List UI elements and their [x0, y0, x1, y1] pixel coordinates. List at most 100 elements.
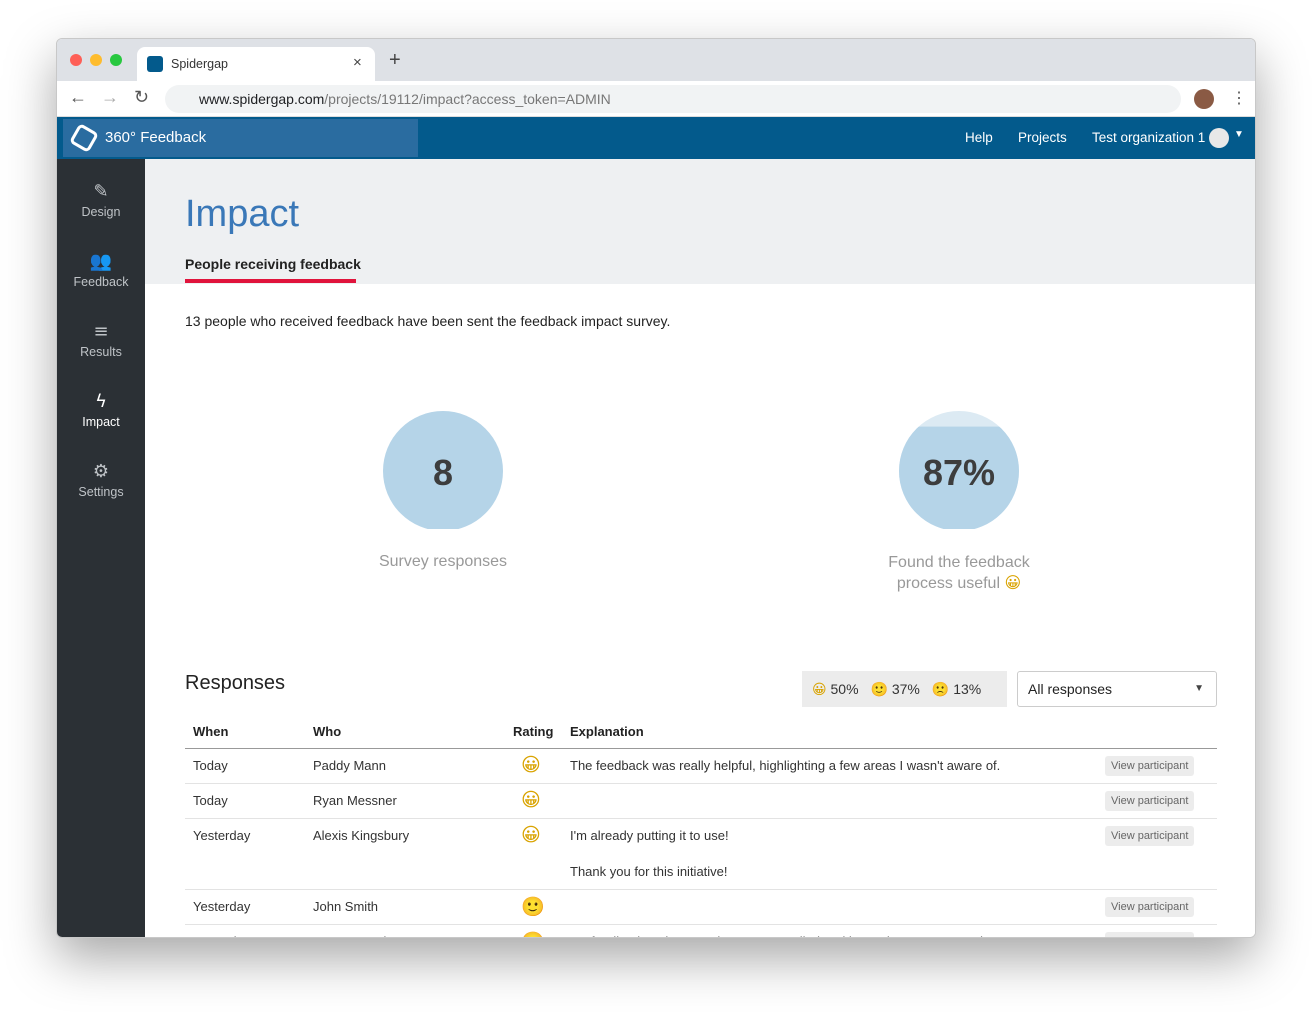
sidebar-icon: ⚙ — [92, 461, 110, 482]
cell-who: John Smith — [313, 899, 379, 914]
cell-explanation: I'm already putting it to use! — [570, 828, 729, 843]
cell-explanation: Thank you for this initiative! — [570, 864, 728, 879]
cell-when: Yesterday — [193, 899, 251, 914]
sidebar-label: Results — [80, 345, 122, 359]
summary-emoji: 😀 — [812, 682, 827, 698]
brand-name: 360° Feedback — [105, 129, 207, 146]
cell-when: Yesterday — [193, 828, 251, 843]
back[interactable]: ← — [69, 87, 87, 107]
menu[interactable]: ⋮ — [1231, 90, 1247, 107]
nav-link[interactable]: Help — [965, 130, 993, 145]
brand[interactable]: 360° Feedback — [63, 119, 418, 157]
cell-rating: 😀 — [521, 789, 541, 811]
view-participant-button[interactable]: View participant — [1105, 791, 1195, 811]
sidebar-label: Design — [81, 205, 121, 219]
page-title: Impact — [185, 193, 300, 235]
cell-who: Paddy Mann — [313, 758, 386, 773]
forward[interactable]: → — [101, 87, 119, 107]
max-dot[interactable] — [110, 54, 122, 66]
table-row: Yesterday Alexis Kingsbury 😀 I'm already pu… — [185, 819, 1217, 890]
sidebar-icon: ✎ — [93, 181, 109, 202]
table-row: Today Paddy Mann 😀 The feedback was really … — [185, 749, 1217, 784]
view-participant-button[interactable]: View participant — [1105, 932, 1195, 937]
nav-link[interactable]: Test organization 1 — [1092, 130, 1206, 145]
table-row: Yesterday John Smith 🙂 View participant — [185, 890, 1217, 925]
summary-item: 😀 50% — [812, 681, 859, 698]
cell-explanation: The feedback was really helpful, highlig… — [570, 758, 1001, 773]
cell-who: Jane O'Grady — [313, 934, 393, 937]
filter-value: All responses — [1028, 681, 1113, 697]
sidebar-icon: 👥 — [89, 251, 113, 272]
column-header: Who — [313, 724, 342, 739]
table-row: Today Ryan Messner 😀 View participant — [185, 784, 1217, 819]
stats: 8 87% — [383, 411, 1019, 529]
stat-circle — [383, 411, 503, 529]
tab-close[interactable]: × — [353, 54, 362, 71]
cell-when: Today — [193, 758, 228, 773]
cell-when: Today — [193, 793, 228, 808]
cell-rating: 😀 — [521, 824, 541, 846]
sidebar-label: Feedback — [73, 275, 129, 289]
nav-link[interactable]: Projects — [1018, 130, 1067, 145]
summary-emoji: 🙂 — [870, 682, 888, 698]
tab-underline — [185, 279, 356, 283]
url-field[interactable]: www.spidergap.com/projects/19112/impact?… — [165, 85, 1181, 113]
title-bar: Spidergap × + — [57, 39, 1255, 81]
cell-rating: 🙂 — [521, 896, 545, 918]
column-header: Explanation — [570, 724, 644, 739]
sidebar-icon: ≡ — [93, 321, 109, 342]
sidebar: ✎ Design 👥 Feedback ≡ Results ϟ Impact ⚙ Settings — [57, 159, 145, 937]
intro: 13 people who received feedback have bee… — [185, 313, 671, 329]
sidebar-label: Settings — [78, 485, 124, 499]
cell-when: Yesterday — [193, 934, 250, 937]
min-dot[interactable] — [90, 54, 102, 66]
new-tab[interactable]: + — [389, 49, 401, 71]
sidebar-icon: ϟ — [95, 391, 107, 412]
close-dot[interactable] — [70, 54, 82, 66]
sidebar-item[interactable]: ≡ Results — [57, 321, 145, 359]
avatar[interactable] — [1209, 128, 1229, 148]
sidebar-label: Impact — [82, 415, 120, 429]
column-header: When — [193, 724, 229, 739]
filter-select[interactable]: All responses ▼ — [1017, 671, 1217, 707]
browser-window: Spidergap × + ← → ↻ www.spidergap.com/pr… — [56, 38, 1256, 938]
favicon — [147, 56, 163, 72]
tab-label[interactable]: People receiving feedback — [185, 256, 361, 272]
summary-value: 50% — [830, 681, 859, 697]
summary-item: 🙂 37% — [870, 681, 920, 698]
column-header: Rating — [513, 724, 554, 739]
cell-who: Ryan Messner — [313, 793, 397, 808]
stat-label-text: Found the feedback process useful — [888, 554, 1030, 592]
profile[interactable] — [1194, 89, 1214, 109]
sidebar-item[interactable]: ϟ Impact — [57, 391, 145, 429]
page-header: Impact People receiving feedback — [145, 159, 1255, 284]
logo — [68, 122, 100, 154]
cell-rating: 🙁 — [521, 930, 545, 937]
summary-value: 37% — [891, 681, 920, 697]
responses-heading: Responses — [185, 672, 286, 694]
tab-title: Spidergap — [171, 57, 228, 71]
summary-emoji: 🙁 — [931, 682, 950, 698]
address-bar: ← → ↻ www.spidergap.com/projects/19112/i… — [57, 81, 1255, 117]
table-header: When Who Rating Explanation — [185, 717, 1217, 749]
sidebar-item[interactable]: 👥 Feedback — [57, 251, 145, 289]
stat-emoji: 😀 — [1004, 573, 1022, 592]
dropdown-caret[interactable]: ▼ — [1234, 129, 1244, 140]
rating-summary: 😀 50% 🙂 37% 🙁 13% — [802, 671, 1007, 707]
stat-fill — [899, 426, 1019, 529]
url-path: /projects/19112/impact?access_token=ADMI… — [324, 91, 611, 107]
cell-rating: 😀 — [521, 754, 541, 776]
table-row: Yesterday Jane O'Grady 🙁 My feedback review… — [185, 925, 1217, 937]
view-participant-button[interactable]: View participant — [1105, 897, 1195, 917]
content: Impact People receiving feedback 13 peop… — [145, 159, 1255, 937]
url-domain: www.spidergap.com — [199, 91, 325, 107]
reload[interactable]: ↻ — [134, 87, 150, 107]
view-participant-button[interactable]: View participant — [1105, 756, 1195, 776]
cell-who: Alexis Kingsbury — [313, 828, 410, 843]
view-participant-button[interactable]: View participant — [1105, 826, 1195, 846]
sidebar-item[interactable]: ✎ Design — [57, 181, 145, 219]
summary-item: 🙁 13% — [931, 681, 981, 698]
tab[interactable]: Spidergap × — [137, 47, 375, 81]
sidebar-item[interactable]: ⚙ Settings — [57, 461, 145, 499]
